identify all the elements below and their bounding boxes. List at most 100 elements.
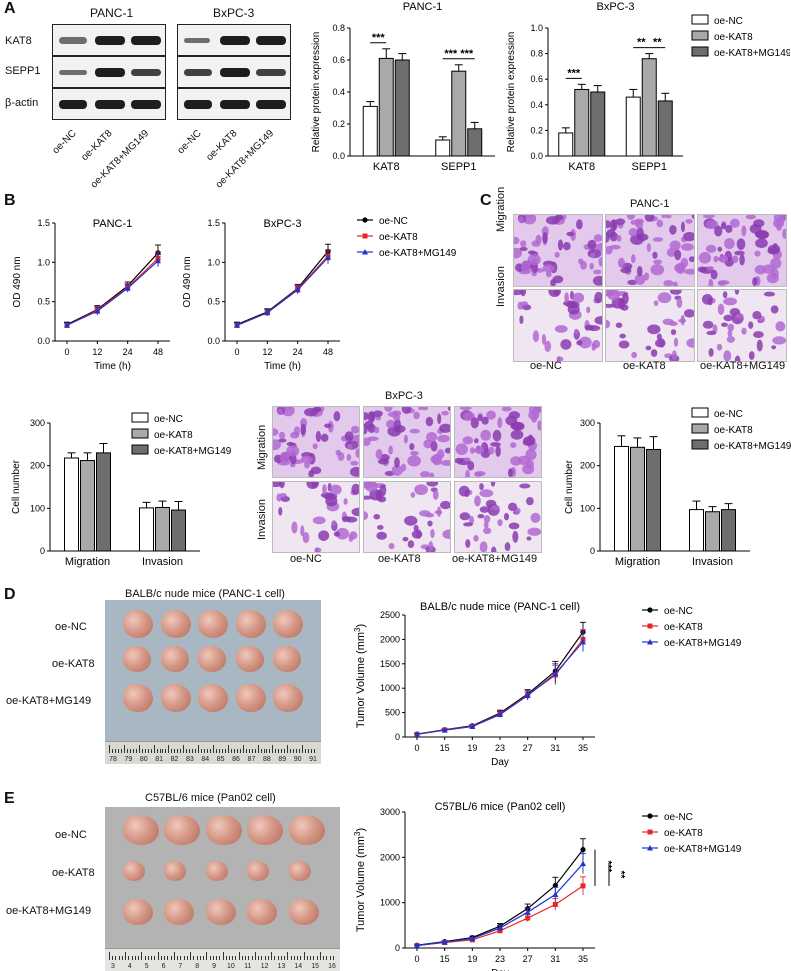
y-tick-label: 2000 [380, 634, 400, 644]
data-point [580, 883, 586, 889]
legend-e: oe-NC oe-KAT8 oe-KAT8+MG149 [642, 812, 742, 855]
legend-marker [647, 639, 653, 645]
tumor-specimen [123, 684, 153, 712]
ruler-number: 86 [232, 756, 240, 763]
tumor-specimen [123, 646, 151, 672]
blot-bxpc3-kat8 [177, 24, 291, 56]
x-tick-label: 15 [440, 743, 450, 753]
micrograph-tile [513, 289, 603, 362]
data-point [580, 847, 586, 853]
micrograph-tile [605, 214, 695, 287]
y-axis-label: OD 490 nm [182, 256, 193, 307]
ruler-number: 4 [127, 963, 132, 970]
y-tick-label: 1.0 [530, 23, 543, 33]
blot-panc1-actin [52, 88, 166, 120]
data-point [155, 257, 161, 264]
tumor-specimen [235, 610, 266, 638]
bar [64, 457, 79, 552]
legend-c1: oe-NC oe-KAT8 oe-KAT8+MG149 [131, 412, 232, 457]
legend-c2: oe-NC oe-KAT8 oe-KAT8+MG149 [691, 407, 791, 452]
significance-stars: ** [637, 37, 646, 49]
legend-marker [647, 829, 653, 835]
legend-marker [362, 249, 368, 255]
micrograph-tile [697, 289, 787, 362]
bar [721, 509, 736, 552]
tumor-specimen [247, 861, 270, 881]
tumor-specimen [273, 610, 304, 638]
chart-c-bxpc3: 0 100 200 300 Cell number Migration Invasion [564, 418, 750, 568]
tumor-specimen [205, 861, 228, 881]
bar [139, 507, 154, 552]
data-point [124, 285, 131, 291]
legend-label: oe-KAT8+MG149 [714, 48, 790, 59]
bar [435, 139, 451, 157]
bar [558, 132, 574, 157]
bar [467, 128, 483, 157]
tumor-specimen [247, 899, 278, 925]
x-category-label: KAT8 [373, 161, 400, 173]
y-tick-label: 0.4 [332, 87, 345, 97]
legend-marker [647, 623, 653, 629]
ruler-number: 79 [124, 756, 133, 763]
series-line [236, 250, 329, 326]
micrograph-tile [454, 406, 542, 478]
data-point [264, 309, 271, 316]
legend-label: oe-NC [664, 606, 693, 617]
chart-c-panc1: 0 100 200 300 Cell number Migration Invasion [11, 418, 200, 568]
legend-label: oe-KAT8+MG149 [714, 441, 791, 452]
x-category-label: Invasion [142, 556, 183, 568]
y-axis-label: OD 490 nm [12, 256, 23, 307]
chart-a-bxpc3: 0.0 0.2 0.4 0.6 0.8 1.0 BxPC-3 Relative protein… [506, 1, 683, 173]
y-tick-label: 100 [30, 503, 45, 513]
y-tick-label: 1.5 [37, 218, 50, 228]
ruler-number: 91 [309, 756, 317, 763]
series-line [416, 639, 584, 735]
series-line [236, 255, 329, 326]
micrograph-tile [363, 481, 451, 553]
tumor-specimen [123, 861, 145, 881]
ruler-number: 87 [247, 756, 256, 763]
y-tick-label: 0.0 [207, 336, 220, 346]
x-tick-label: 23 [495, 743, 505, 753]
legend-label: oe-KAT8 [154, 430, 193, 441]
x-tick-label: 48 [323, 347, 333, 357]
x-tick-label: 31 [550, 743, 560, 753]
ruler-number: 3 [111, 963, 115, 970]
micro-row-label-invasion: Invasion [495, 266, 507, 307]
photo-d-row-kat8: oe-KAT8 [52, 658, 95, 670]
micro-col-label-mg149: oe-KAT8+MG149 [700, 360, 786, 372]
x-tick-label: 19 [467, 954, 477, 964]
tumor-specimen [123, 610, 153, 638]
ruler-d: 78 79 80 81 82 83 84 85 86 87 88 89 90 91 [105, 741, 321, 764]
micro-col-label-kat8: oe-KAT8 [378, 553, 421, 565]
micrograph-tile [454, 481, 542, 553]
lane-label-kat8: oe-KAT8 [204, 128, 240, 164]
legend-label: oe-NC [714, 409, 743, 420]
y-tick-label: 0 [590, 546, 595, 556]
x-axis-label: Time (h) [94, 361, 131, 372]
significance-stars: *** [444, 48, 458, 60]
legend-b: oe-NC oe-KAT8 oe-KAT8+MG149 [357, 216, 457, 259]
legend-marker [362, 233, 368, 239]
blot-title-panc1: PANC-1 [90, 6, 134, 20]
y-tick-label: 0.6 [530, 74, 543, 84]
series-line [416, 885, 584, 947]
data-point [441, 727, 448, 733]
x-category-label: Invasion [692, 556, 733, 568]
legend-label: oe-KAT8+MG149 [379, 248, 457, 259]
chart-d-tumor-volume: 0 500 1000 1500 2000 2500 0 15 19 23 27 31 35 BALB/c … [353, 601, 595, 768]
data-point [497, 711, 503, 718]
x-tick-label: 24 [123, 347, 133, 357]
y-tick-label: 300 [30, 418, 45, 428]
y-tick-label: 0.4 [530, 100, 543, 110]
legend-marker [647, 813, 653, 819]
chart-title: BxPC-3 [264, 218, 302, 230]
ruler-number: 88 [262, 756, 271, 763]
significance-stars: ** [653, 37, 662, 49]
y-axis-label: Relative protein expression [506, 32, 517, 153]
photo-d-row-nc: oe-NC [55, 621, 87, 633]
legend-marker [362, 217, 368, 223]
bar [689, 509, 704, 552]
blot-title-bxpc3: BxPC-3 [213, 6, 255, 20]
legend-label: oe-KAT8+MG149 [664, 844, 742, 855]
